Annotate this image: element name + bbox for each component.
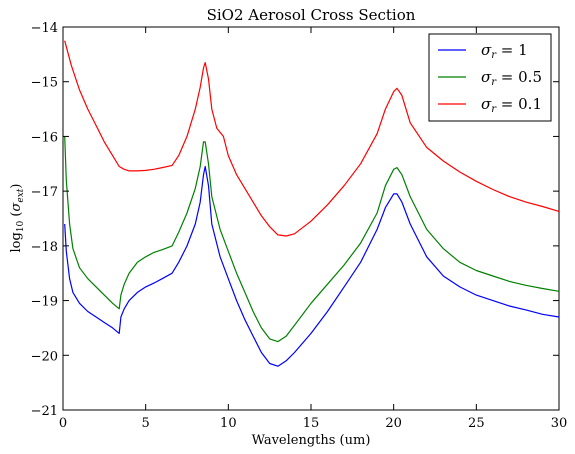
- y-axis-title: log10 (σext): [9, 184, 26, 253]
- series-line-0: [64, 165, 560, 367]
- legend-entry: σr = 0.1: [438, 95, 542, 115]
- x-tick-label: 10: [220, 416, 237, 431]
- legend-entry: σr = 1: [438, 41, 528, 61]
- legend-label: σr = 0.1: [481, 95, 542, 115]
- y-tick-label: −19: [31, 295, 58, 310]
- x-tick-label: 5: [142, 416, 150, 431]
- y-axis-ticks: −21 −20 −19 −18 −17 −16 −15 −14: [31, 21, 559, 419]
- x-tick-label: 25: [468, 416, 485, 431]
- legend-label: σr = 1: [481, 41, 528, 61]
- series-line-1: [64, 136, 560, 343]
- x-tick-label: 0: [59, 416, 67, 431]
- y-axis-title-close: ): [9, 184, 24, 189]
- y-axis-title-sigma: σ: [9, 202, 24, 212]
- x-axis-title: Wavelengths (um): [252, 433, 371, 448]
- y-tick-label: −16: [31, 130, 58, 145]
- y-axis-title-open: (: [9, 212, 24, 221]
- y-axis-title-prefix: log: [9, 232, 24, 252]
- series-group: [64, 40, 560, 367]
- legend: σr = 1 σr = 0.5 σr = 0.1: [428, 33, 552, 122]
- chart-title: SiO2 Aerosol Cross Section: [207, 6, 416, 24]
- y-tick-label: −14: [31, 21, 58, 36]
- series-line-2: [64, 40, 560, 237]
- x-tick-label: 20: [385, 416, 402, 431]
- x-tick-label: 15: [303, 416, 320, 431]
- y-tick-label: −17: [31, 185, 58, 200]
- legend-entry: σr = 0.5: [438, 68, 542, 88]
- y-tick-label: −18: [31, 240, 58, 255]
- legend-label: σr = 0.5: [481, 68, 542, 88]
- y-tick-label: −15: [31, 76, 58, 91]
- y-axis-title-sub: 10: [16, 220, 26, 232]
- x-axis-ticks: 0 5 10 15 20 25 30: [59, 27, 567, 431]
- y-tick-label: −20: [31, 349, 58, 364]
- x-tick-label: 30: [551, 416, 568, 431]
- y-tick-label: −21: [31, 404, 58, 419]
- y-axis-title-sigma-sub: ext: [16, 188, 26, 202]
